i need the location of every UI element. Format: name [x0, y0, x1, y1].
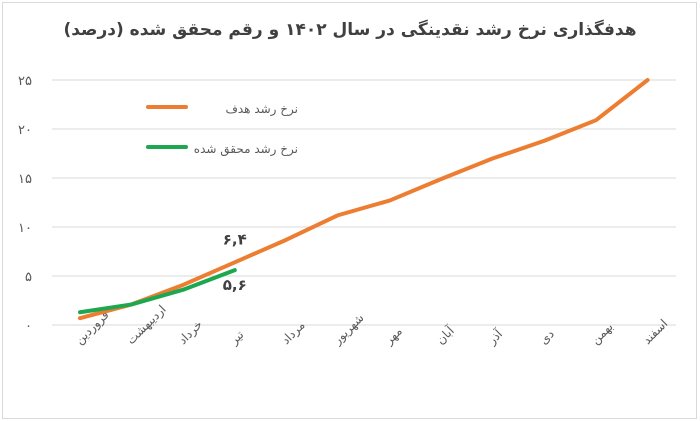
x-tick-label: مرداد: [279, 318, 309, 348]
data-label: ۵,۶: [223, 276, 247, 294]
x-tick-label: اسفند: [640, 316, 671, 347]
data-label: ۶,۴: [223, 230, 247, 248]
y-tick-label: ۱۰: [18, 221, 32, 236]
y-tick-label: ۱۵: [18, 172, 32, 187]
legend-target: نرخ رشد هدف: [148, 102, 298, 118]
y-tick-label: ۲۵: [18, 74, 32, 89]
y-tick-label: ۵: [25, 270, 32, 285]
chart-title: هدفگذاری نرخ رشد نقدینگی در سال ۱۴۰۲ و ر…: [63, 20, 637, 40]
series-actual-line: [78, 268, 237, 315]
x-tick-label: بهمن: [588, 320, 616, 348]
legend-actual: نرخ رشد محقق شده: [148, 142, 298, 158]
legend-actual-label: نرخ رشد محقق شده: [193, 142, 298, 156]
series-target-line: [78, 78, 650, 321]
x-tick-label: دی: [537, 327, 557, 347]
x-tick-label: تیر: [226, 328, 247, 349]
x-tick-label: آبان: [433, 323, 458, 348]
y-tick-label: ۲۰: [18, 123, 32, 138]
x-tick-label: آذر: [484, 326, 507, 349]
x-tick-label: مهر: [381, 324, 405, 348]
x-tick-label: خرداد: [175, 317, 205, 347]
x-tick-label: شهریور: [330, 311, 368, 349]
y-tick-label: ۰: [25, 319, 32, 334]
legend-target-label: نرخ رشد هدف: [225, 102, 298, 116]
